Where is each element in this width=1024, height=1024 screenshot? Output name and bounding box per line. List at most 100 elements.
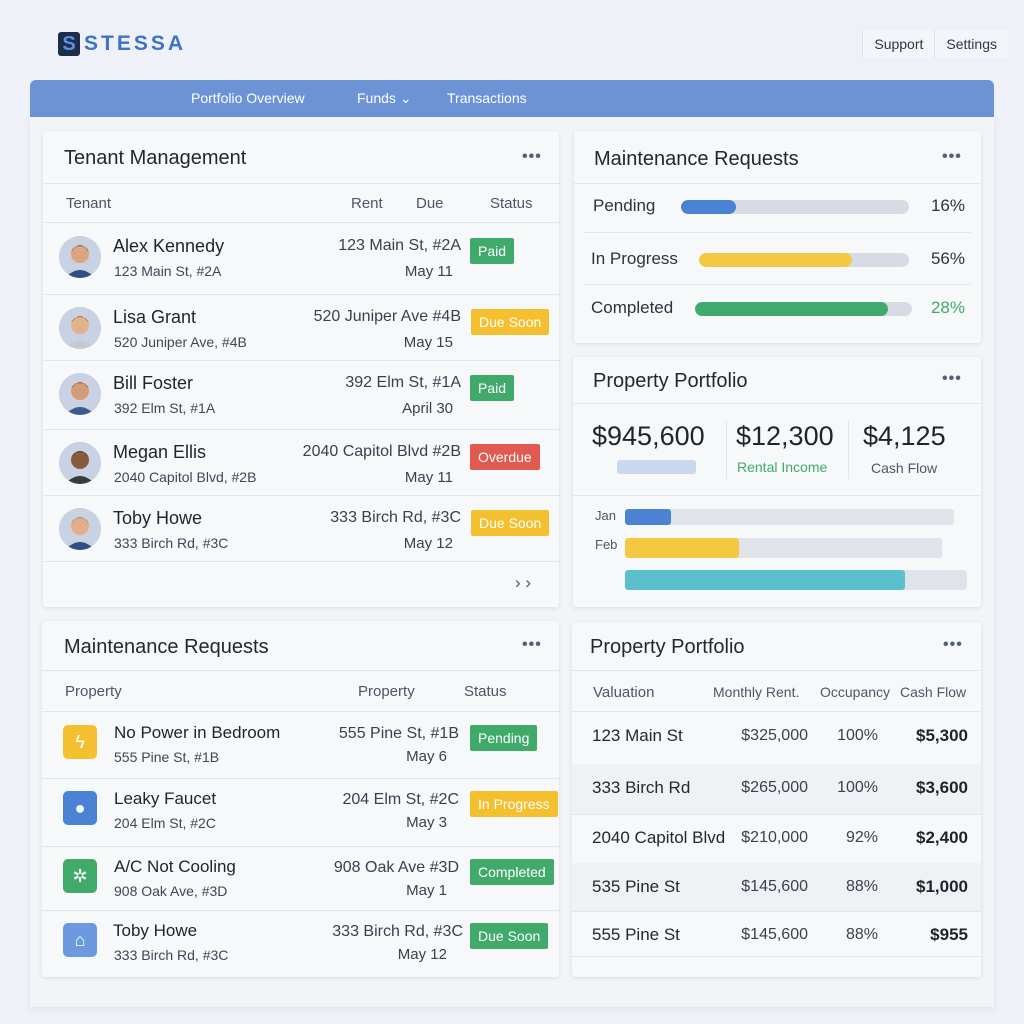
status-label: Completed (591, 298, 674, 317)
divider (42, 711, 559, 712)
request-date: May 6 (406, 748, 447, 765)
column-header-occupancy[interactable]: Occupancy (820, 684, 891, 700)
column-header-rent[interactable]: Rent (351, 195, 383, 212)
request-date: May 12 (397, 946, 447, 963)
tenant-unit: 333 Birch Rd, #3C (114, 535, 229, 551)
nav-portfolio-overview[interactable]: Portfolio Overview (191, 90, 305, 106)
divider (584, 284, 971, 285)
rent-address: 333 Birch Rd, #3C (330, 509, 461, 526)
column-header-cash-flow[interactable]: Cash Flow (900, 684, 967, 700)
request-address: 333 Birch Rd, #3C (332, 923, 463, 940)
cash-flow: $2,400 (916, 828, 968, 847)
request-unit: 555 Pine St, #1B (114, 749, 220, 765)
status-badge: Due Soon (470, 923, 549, 949)
occupancy: 88% (845, 878, 878, 895)
more-options-icon[interactable]: ••• (522, 148, 542, 165)
property-name: 2040 Capitol Blvd (592, 828, 726, 847)
column-header-status[interactable]: Status (464, 683, 507, 700)
lightning-icon: ϟ (63, 725, 97, 759)
request-unit: 908 Oak Ave, #3D (114, 883, 228, 899)
status-badge: Paid (470, 238, 515, 264)
status-label: In Progress (591, 249, 678, 268)
status-badge: In Progress (470, 791, 558, 817)
top-links: Support Settings (862, 30, 1008, 58)
column-header-property[interactable]: Property (65, 683, 122, 700)
house-icon: ⌂ (63, 923, 97, 957)
property-name: 333 Birch Rd (592, 778, 691, 797)
rent-address: 123 Main St, #2A (338, 237, 461, 254)
panel-title: Property Portfolio (593, 370, 748, 392)
column-header-due[interactable]: Due (416, 195, 444, 212)
rental-income-value: $12,300 (736, 421, 834, 451)
property-value: $210,000 (741, 829, 808, 846)
main-nav: Portfolio Overview Funds ⌄ Transactions (30, 80, 994, 117)
property-value: $145,600 (741, 926, 808, 943)
due-date: May 11 (404, 469, 453, 486)
tenant-name[interactable]: Bill Foster (113, 373, 194, 393)
divider (43, 561, 559, 562)
divider (42, 670, 559, 671)
cash-flow-value: $4,125 (863, 421, 946, 451)
request-title[interactable]: A/C Not Cooling (114, 857, 236, 876)
rental-income-label: Rental Income (737, 459, 828, 475)
more-options-icon[interactable]: ••• (942, 148, 962, 165)
bar-track (625, 538, 942, 558)
nav-transactions[interactable]: Transactions (447, 90, 527, 106)
column-header-status[interactable]: Status (490, 195, 533, 212)
support-link[interactable]: Support (862, 30, 935, 58)
divider (572, 814, 981, 815)
divider (584, 232, 971, 233)
tenant-name[interactable]: Alex Kennedy (113, 236, 225, 256)
rent-address: 520 Juniper Ave #4B (313, 308, 461, 325)
progress-fill (699, 253, 853, 267)
request-unit: 204 Elm St, #2C (114, 815, 216, 831)
nav-funds[interactable]: Funds ⌄ (357, 80, 412, 117)
column-header-valuation[interactable]: Valuation (593, 684, 655, 701)
more-options-icon[interactable]: ••• (943, 636, 963, 653)
divider (572, 670, 981, 671)
tenant-name[interactable]: Megan Ellis (113, 442, 207, 462)
cash-flow: $5,300 (916, 726, 968, 745)
divider (572, 711, 981, 712)
chevron-down-icon: ⌄ (399, 90, 412, 106)
settings-link[interactable]: Settings (934, 30, 1008, 58)
tenant-name[interactable]: Toby Howe (113, 508, 203, 528)
due-date: May 11 (404, 263, 453, 280)
panel-title: Tenant Management (64, 147, 247, 169)
column-header-monthly-rent[interactable]: Monthly Rent. (713, 684, 800, 700)
cash-flow: $955 (930, 925, 968, 944)
avatar (59, 508, 101, 550)
request-title[interactable]: Toby Howe (113, 921, 198, 940)
bar-fill (625, 570, 906, 590)
logo-text: STESSA (84, 32, 187, 55)
more-options-icon[interactable]: ••• (522, 636, 542, 653)
bar-fill (625, 538, 740, 558)
logo[interactable]: S STESSA (58, 32, 186, 56)
bar-track (625, 570, 967, 590)
due-date: April 30 (402, 400, 453, 417)
status-badge: Paid (470, 375, 515, 401)
request-title[interactable]: Leaky Faucet (114, 789, 217, 808)
pagination-next-icon[interactable]: › › (515, 573, 532, 592)
occupancy: 100% (837, 779, 878, 796)
property-value: $145,600 (741, 878, 808, 895)
request-title[interactable]: No Power in Bedroom (114, 723, 281, 742)
column-header-address[interactable]: Property (358, 683, 415, 700)
progress-bar (681, 200, 909, 214)
divider (42, 778, 559, 779)
avatar (59, 307, 101, 349)
table-row-stripe (572, 764, 981, 814)
table-row-stripe (572, 863, 981, 911)
bar-fill (625, 509, 672, 525)
tenant-name[interactable]: Lisa Grant (113, 307, 197, 327)
property-name: 555 Pine St (592, 925, 680, 944)
panel-title: Maintenance Requests (64, 636, 269, 658)
more-options-icon[interactable]: ••• (942, 370, 962, 387)
request-date: May 1 (406, 882, 447, 899)
occupancy: 92% (845, 829, 878, 846)
tenant-unit: 2040 Capitol Blvd, #2B (114, 469, 257, 485)
column-header-tenant[interactable]: Tenant (66, 195, 112, 212)
cash-flow-label: Cash Flow (871, 460, 938, 476)
divider (43, 495, 559, 496)
percent-value: 16% (930, 196, 965, 215)
